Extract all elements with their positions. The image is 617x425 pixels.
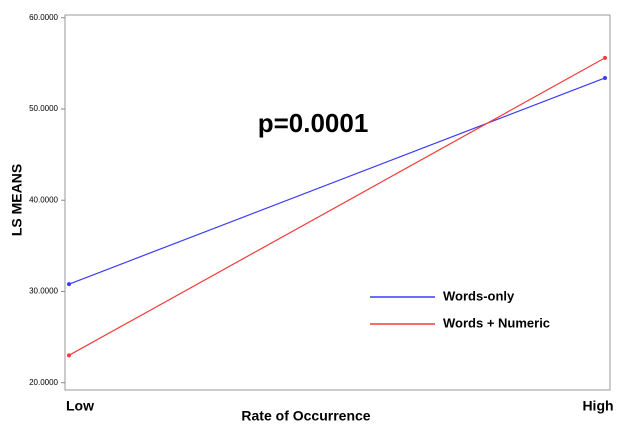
point-marker xyxy=(603,75,607,80)
y-axis-label: LS MEANS xyxy=(9,164,25,236)
plot-frame xyxy=(64,14,611,391)
y-tick-label: 30.0000 xyxy=(29,287,58,296)
point-marker xyxy=(67,282,71,287)
legend-label: Words + Numeric xyxy=(443,315,550,330)
series-line xyxy=(68,77,606,285)
y-tick-label: 60.0000 xyxy=(29,13,58,22)
y-tick-label: 20.0000 xyxy=(29,378,58,387)
legend-label: Words-only xyxy=(443,288,515,303)
point-marker xyxy=(603,55,607,60)
annotation: p=0.0001 xyxy=(258,108,369,138)
x-tick-label: Low xyxy=(66,398,94,414)
y-tick-label: 40.0000 xyxy=(29,195,58,204)
y-tick-label: 50.0000 xyxy=(29,104,58,113)
x-tick-label: High xyxy=(582,398,613,414)
point-marker xyxy=(67,353,71,358)
x-axis-label: Rate of Occurrence xyxy=(241,408,370,424)
series-line xyxy=(68,57,606,356)
